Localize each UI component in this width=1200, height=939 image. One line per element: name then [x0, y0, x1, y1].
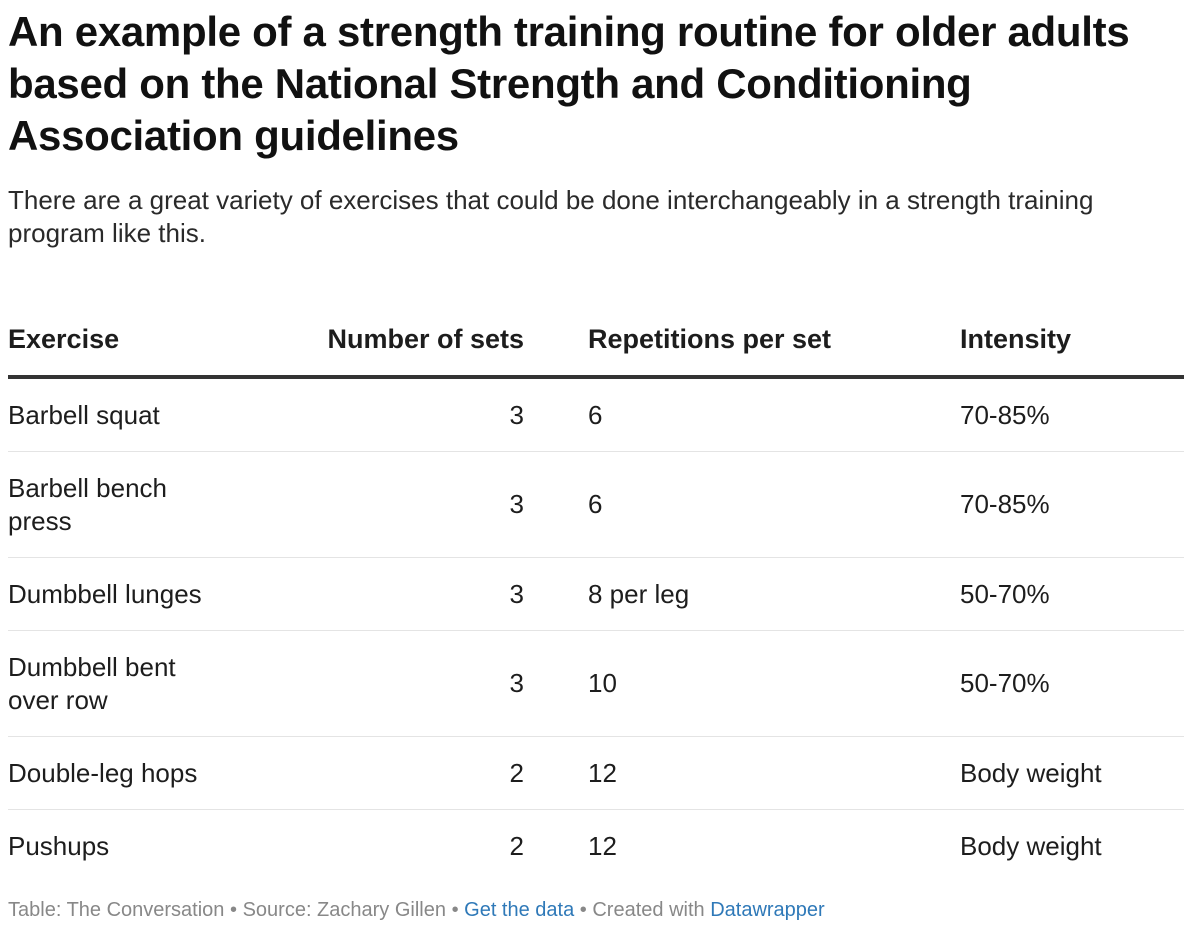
footer-separator: •	[579, 899, 587, 921]
cell-exercise: Barbell squat	[8, 377, 298, 452]
column-header-sets[interactable]: Number of sets	[298, 303, 524, 379]
column-header-exercise[interactable]: Exercise	[8, 303, 298, 379]
table-credit: Table: The Conversation	[8, 899, 225, 921]
cell-intensity: Body weight	[960, 830, 1102, 861]
footer-separator: •	[451, 899, 459, 921]
datawrapper-link[interactable]: Datawrapper	[710, 899, 825, 921]
cell-reps: 12	[588, 830, 617, 861]
cell-sets: 3	[298, 557, 524, 631]
cell-exercise: Dumbbell bent over row	[8, 630, 298, 737]
cell-intensity: 50-70%	[960, 630, 1184, 737]
get-the-data-link[interactable]: Get the data	[464, 899, 575, 921]
cell-reps: 12	[524, 736, 960, 810]
footer-separator: •	[230, 899, 238, 921]
cell-intensity: 70-85%	[960, 377, 1184, 452]
table-row: Pushups 2 12 Body weight	[8, 810, 1184, 883]
cell-exercise: Pushups	[8, 830, 110, 861]
source-credit: Source: Zachary Gillen	[242, 899, 446, 921]
table-row: Barbell squat 3 6 70-85%	[8, 377, 1184, 452]
column-header-intensity[interactable]: Intensity	[960, 303, 1184, 379]
cell-sets: 3	[298, 451, 524, 558]
cell-reps: 10	[524, 630, 960, 737]
created-with-label: Created with	[592, 899, 705, 921]
cell-intensity: 70-85%	[960, 451, 1184, 558]
data-table: Exercise Number of sets Repetitions per …	[8, 303, 1184, 882]
table-row: Barbell bench press 3 6 70-85%	[8, 451, 1184, 558]
cell-sets: 3	[298, 630, 524, 737]
chart-footer: Table: The Conversation • Source: Zachar…	[8, 897, 825, 923]
cell-exercise: Barbell bench press	[8, 451, 298, 558]
table-row: Dumbbell bent over row 3 10 50-70%	[8, 630, 1184, 737]
cell-reps: 6	[524, 451, 960, 558]
cell-intensity: 50-70%	[960, 557, 1184, 631]
cell-exercise: Dumbbell lunges	[8, 557, 298, 631]
cell-sets: 2	[298, 736, 524, 810]
table-row: Dumbbell lunges 3 8 per leg 50-70%	[8, 557, 1184, 631]
cell-exercise: Double-leg hops	[8, 736, 298, 810]
chart-container: An example of a strength training routin…	[8, 0, 1184, 882]
column-header-reps[interactable]: Repetitions per set	[524, 303, 960, 379]
cell-reps: 8 per leg	[524, 557, 960, 631]
chart-title: An example of a strength training routin…	[8, 8, 1130, 159]
cell-intensity: Body weight	[960, 736, 1184, 810]
table-row: Double-leg hops 2 12 Body weight	[8, 736, 1184, 810]
cell-sets: 3	[298, 377, 524, 452]
cell-sets: 2	[509, 830, 524, 861]
table-header-row: Exercise Number of sets Repetitions per …	[8, 303, 1184, 379]
cell-reps: 6	[524, 377, 960, 452]
chart-subtitle: There are a great variety of exercises t…	[8, 185, 1094, 248]
